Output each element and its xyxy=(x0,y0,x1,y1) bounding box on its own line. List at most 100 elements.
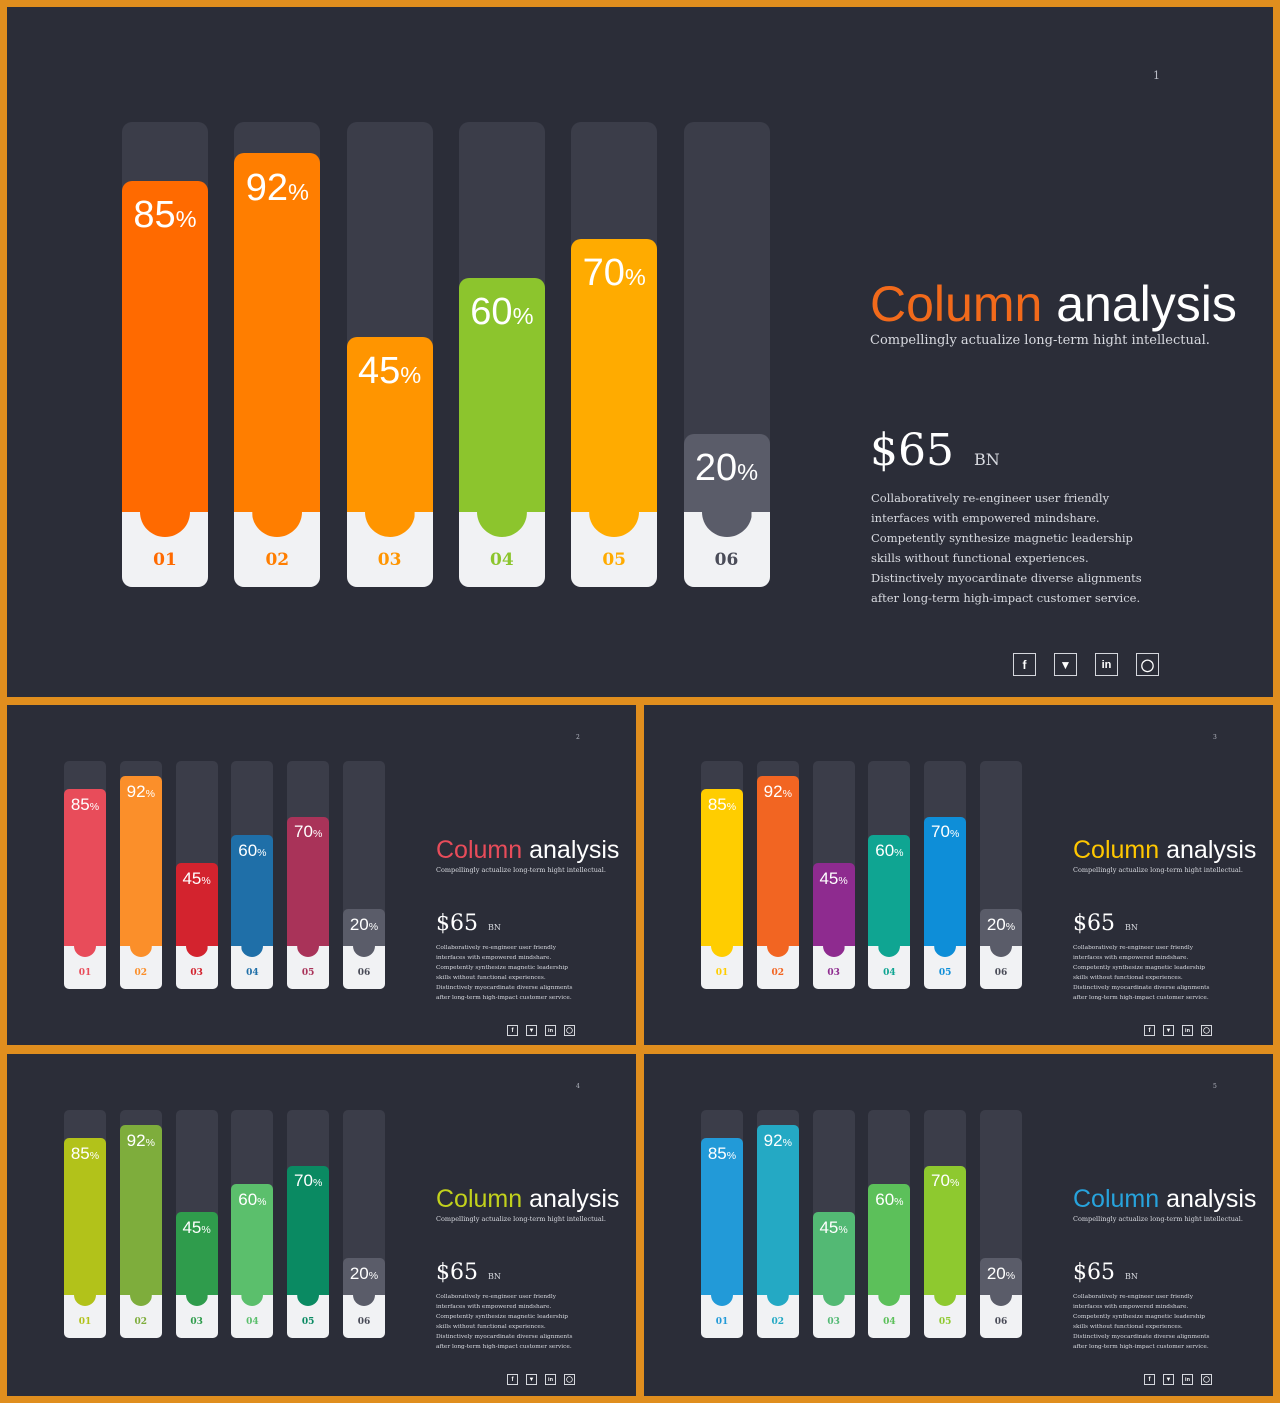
bar xyxy=(924,1165,967,1295)
bar-value-label: 60% xyxy=(875,840,904,860)
bar-category-label: 01 xyxy=(78,967,92,978)
bar-category-label: 03 xyxy=(827,1316,840,1327)
twitter-icon[interactable]: ▼ xyxy=(526,1374,537,1385)
bar-category-label: 06 xyxy=(714,549,739,570)
bar-notch xyxy=(297,1295,320,1306)
slide-title: Column analysis xyxy=(436,836,619,865)
bar xyxy=(756,1124,799,1295)
bar-category-label: 02 xyxy=(265,549,290,570)
slide-subtitle: Compellingly actualize long-term hight i… xyxy=(436,866,606,874)
bar xyxy=(119,775,162,946)
linkedin-icon[interactable]: in xyxy=(1182,1374,1193,1385)
headline-value: $65 BN xyxy=(436,911,501,936)
bar-category-label: 06 xyxy=(357,967,371,978)
value-unit: BN xyxy=(1125,1272,1138,1281)
slide-title: Column analysis xyxy=(870,275,1237,333)
bar-value-label: 45% xyxy=(819,1217,848,1237)
slide-title: Column analysis xyxy=(1073,836,1256,865)
slide-title: Column analysis xyxy=(1073,1185,1256,1214)
bar xyxy=(343,1258,385,1295)
bar-category-label: 04 xyxy=(883,967,896,978)
bar xyxy=(175,862,218,946)
linkedin-icon[interactable]: in xyxy=(1095,653,1118,676)
headline-value: $65 BN xyxy=(870,425,1000,476)
description-text: Collaboratively re-engineer user friendl… xyxy=(436,945,573,1001)
bar-value-label: 20% xyxy=(986,914,1016,934)
title-accent-word: Column xyxy=(1073,836,1160,864)
instagram-icon[interactable]: ◯ xyxy=(1201,1025,1212,1036)
instagram-icon[interactable]: ◯ xyxy=(564,1025,575,1036)
instagram-icon[interactable]: ◯ xyxy=(1136,653,1159,676)
title-rest: analysis xyxy=(1166,836,1257,864)
bar xyxy=(64,1137,106,1295)
facebook-icon[interactable]: f xyxy=(507,1025,518,1036)
bar-notch xyxy=(822,1295,845,1306)
bar-category-label: 04 xyxy=(246,967,259,978)
twitter-icon[interactable]: ▼ xyxy=(1163,1374,1174,1385)
value-amount: $65 xyxy=(870,425,954,476)
slide-subtitle: Compellingly actualize long-term hight i… xyxy=(1073,866,1243,874)
bar-value-label: 92% xyxy=(763,1130,792,1150)
twitter-icon[interactable]: ▼ xyxy=(1163,1025,1174,1036)
bar-category-label: 03 xyxy=(190,1316,203,1327)
bar xyxy=(980,1258,1022,1295)
bar-category-label: 01 xyxy=(715,967,729,978)
description-text: Collaboratively re-engineer user friendl… xyxy=(1073,1294,1210,1350)
bar xyxy=(231,835,274,946)
title-accent-word: Column xyxy=(436,1185,523,1213)
bar-value-label: 45% xyxy=(182,868,211,888)
bar-category-label: 05 xyxy=(938,967,952,978)
bar-value-label: 20% xyxy=(349,914,379,934)
bar xyxy=(231,1184,274,1295)
bar-value-label: 45% xyxy=(819,868,848,888)
value-amount: $65 xyxy=(1073,911,1115,936)
instagram-icon[interactable]: ◯ xyxy=(564,1374,575,1385)
twitter-icon[interactable]: ▼ xyxy=(1054,653,1077,676)
bar xyxy=(812,1211,855,1295)
page-number: 4 xyxy=(576,1083,580,1090)
bar xyxy=(924,816,967,946)
bar xyxy=(683,434,770,512)
bar xyxy=(812,862,855,946)
slide-subtitle: Compellingly actualize long-term hight i… xyxy=(1073,1215,1243,1223)
bar-value-label: 85% xyxy=(707,1143,737,1163)
bar-category-label: 05 xyxy=(301,967,315,978)
bar-category-label: 01 xyxy=(78,1316,92,1327)
bar-category-label: 01 xyxy=(715,1316,729,1327)
bar-notch xyxy=(878,946,901,957)
bar-notch xyxy=(990,1295,1012,1306)
bar-value-label: 70% xyxy=(582,252,646,295)
bar-category-label: 04 xyxy=(246,1316,259,1327)
facebook-icon[interactable]: f xyxy=(1144,1374,1155,1385)
twitter-icon[interactable]: ▼ xyxy=(526,1025,537,1036)
bar-category-label: 02 xyxy=(134,967,148,978)
facebook-icon[interactable]: f xyxy=(507,1374,518,1385)
social-links: f ▼ in ◯ xyxy=(507,1025,575,1036)
bar xyxy=(122,180,208,512)
bar xyxy=(756,775,799,946)
headline-value: $65 BN xyxy=(1073,1260,1138,1285)
bar-notch xyxy=(766,946,789,957)
title-accent-word: Column xyxy=(1073,1185,1160,1213)
bar-notch xyxy=(129,1295,152,1306)
bar-value-label: 92% xyxy=(763,781,792,801)
bar xyxy=(234,153,321,512)
slide-2: 2 85% 01 92% 02 45% 03 60% 04 70% 05 20% 06 Column … xyxy=(7,705,636,1045)
bar-notch xyxy=(353,1295,375,1306)
facebook-icon[interactable]: f xyxy=(1144,1025,1155,1036)
linkedin-icon[interactable]: in xyxy=(545,1374,556,1385)
slide-4: 4 85% 01 92% 02 45% 03 60% 04 70% 05 20% 06 Column … xyxy=(7,1054,636,1396)
bar-notch xyxy=(934,1295,957,1306)
page-number: 3 xyxy=(1213,734,1217,741)
facebook-icon[interactable]: f xyxy=(1013,653,1036,676)
title-rest: analysis xyxy=(1166,1185,1257,1213)
linkedin-icon[interactable]: in xyxy=(545,1025,556,1036)
slide-5: 5 85% 01 92% 02 45% 03 60% 04 70% 05 20% 06 Column … xyxy=(644,1054,1273,1396)
linkedin-icon[interactable]: in xyxy=(1182,1025,1193,1036)
social-links: f ▼ in ◯ xyxy=(1144,1025,1212,1036)
bar-value-label: 70% xyxy=(931,1171,960,1191)
value-unit: BN xyxy=(1125,923,1138,932)
instagram-icon[interactable]: ◯ xyxy=(1201,1374,1212,1385)
bar-notch xyxy=(297,946,320,957)
bar-category-label: 01 xyxy=(153,549,177,570)
